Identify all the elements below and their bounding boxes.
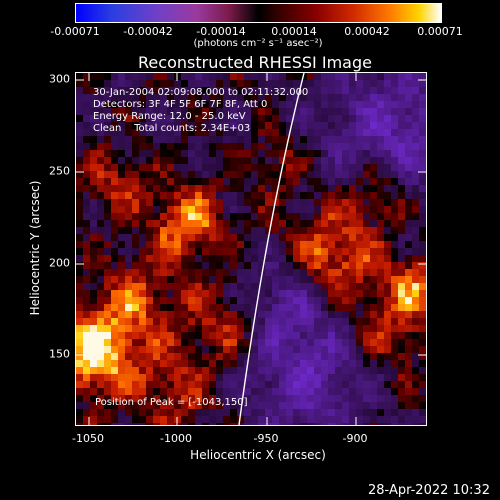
y-tick-label: 200 (49, 256, 70, 270)
colorbar-label: 0.00042 (344, 25, 390, 38)
x-tick-label: -1000 (160, 432, 192, 445)
x-tick-label: -900 (342, 432, 368, 445)
detectors-text: Detectors: 3F 4F 5F 6F 7F 8F, Att 0 (93, 99, 268, 110)
colorbar (75, 3, 442, 23)
solar-image-plot (75, 72, 427, 426)
generation-timestamp: 28-Apr-2022 10:32 (368, 483, 490, 498)
time-range-text: 30-Jan-2004 02:09:08.000 to 02:11:32.000 (93, 87, 309, 98)
colorbar-label: 0.00014 (271, 25, 317, 38)
colorbar-label: -0.00014 (196, 25, 246, 38)
colorbar-units: (photons cm⁻² s⁻¹ asec⁻²) (193, 38, 323, 49)
x-tick-label: -1050 (72, 432, 104, 445)
colorbar-label: -0.00071 (50, 25, 100, 38)
solar-limb-line (238, 73, 305, 425)
peak-position-text: Position of Peak = [-1043,150] (95, 397, 248, 408)
x-tick-label: -950 (253, 432, 279, 445)
energy-range-text: Energy Range: 12.0 - 25.0 keV (93, 111, 246, 122)
colorbar-label: 0.00071 (417, 25, 463, 38)
colorbar-label: -0.00042 (123, 25, 173, 38)
image-title: Reconstructed RHESSI Image (138, 53, 372, 72)
y-tick-label: 250 (49, 164, 70, 178)
clean-counts-text: Clean Total counts: 2.34E+03 (93, 123, 251, 134)
x-axis-label: Heliocentric X (arcsec) (190, 448, 326, 462)
y-axis-label: Heliocentric Y (arcsec) (28, 180, 42, 316)
heatmap-canvas (76, 73, 426, 425)
y-tick-label: 150 (49, 347, 70, 361)
y-tick-label: 300 (49, 72, 70, 86)
